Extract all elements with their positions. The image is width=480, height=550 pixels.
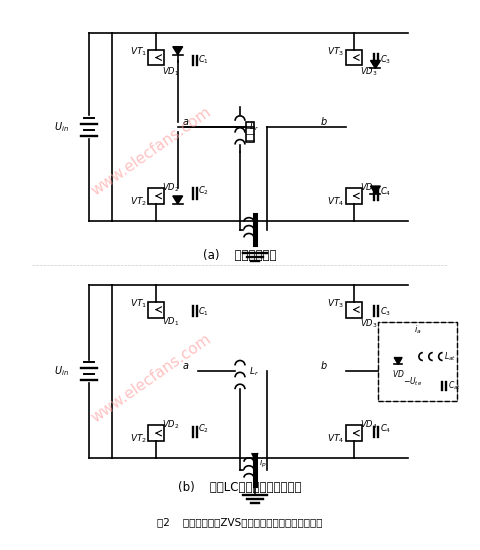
Text: $C_4$: $C_4$: [380, 186, 391, 198]
Bar: [148, 188, 164, 204]
Bar: [148, 302, 164, 317]
Text: $VD$: $VD$: [392, 368, 405, 379]
Text: a: a: [182, 117, 189, 127]
Text: $L_r$: $L_r$: [249, 365, 259, 378]
Bar: [378, 322, 457, 401]
Bar: [378, 322, 457, 401]
Text: $VT_3$: $VT_3$: [327, 298, 345, 310]
Text: $C_3$: $C_3$: [380, 53, 391, 66]
Text: $VT_4$: $VT_4$: [327, 433, 345, 446]
Text: 图2    滞后桥臂实现ZVS、减少副边占空比的辅助网络: 图2 滞后桥臂实现ZVS、减少副边占空比的辅助网络: [157, 517, 323, 527]
Text: b: b: [321, 117, 327, 127]
Text: $C_{at}$: $C_{at}$: [448, 380, 461, 393]
Text: $-U_{te}$: $-U_{te}$: [403, 375, 422, 388]
Text: $VD_1$: $VD_1$: [162, 65, 179, 78]
Text: $VT_1$: $VT_1$: [130, 298, 147, 310]
Bar: [346, 50, 361, 65]
Polygon shape: [394, 358, 402, 365]
Bar: [148, 50, 164, 65]
Bar: [148, 425, 164, 441]
Text: b: b: [321, 361, 327, 371]
Text: $VT_4$: $VT_4$: [327, 196, 345, 208]
Text: $C_2$: $C_2$: [198, 423, 209, 436]
Text: $VT_3$: $VT_3$: [327, 45, 345, 58]
Text: $VD_4$: $VD_4$: [360, 419, 377, 432]
Text: $C_3$: $C_3$: [380, 305, 391, 318]
Text: $L_{at}$: $L_{at}$: [444, 350, 456, 363]
Text: $VD_2$: $VD_2$: [162, 182, 179, 194]
Text: $VT_2$: $VT_2$: [130, 196, 147, 208]
Text: $VD_3$: $VD_3$: [360, 65, 377, 78]
Text: (b)    利用LC电路组成的辅助网络: (b) 利用LC电路组成的辅助网络: [178, 481, 302, 494]
Text: www.elecfans.com: www.elecfans.com: [88, 332, 214, 426]
Text: $VT_1$: $VT_1$: [130, 45, 147, 58]
Polygon shape: [371, 60, 380, 68]
Text: $VT_2$: $VT_2$: [130, 433, 147, 446]
Text: www.elecfans.com: www.elecfans.com: [88, 104, 214, 199]
Text: $L_r$: $L_r$: [249, 120, 259, 133]
Bar: [246, 122, 254, 141]
Text: $U_{in}$: $U_{in}$: [54, 365, 69, 378]
Polygon shape: [173, 196, 183, 204]
Text: $i_p$: $i_p$: [259, 457, 266, 470]
Text: $VD_3$: $VD_3$: [360, 317, 377, 329]
Text: $VD_1$: $VD_1$: [162, 315, 179, 328]
Bar: [346, 188, 361, 204]
Text: (a)    利用饱和电感: (a) 利用饱和电感: [203, 249, 277, 262]
Bar: [346, 425, 361, 441]
Text: $i_a$: $i_a$: [414, 323, 422, 336]
Text: $C_4$: $C_4$: [380, 423, 391, 436]
Text: a: a: [182, 361, 189, 371]
Text: $VD_4$: $VD_4$: [360, 182, 377, 194]
Polygon shape: [371, 186, 380, 194]
Text: $U_{in}$: $U_{in}$: [54, 120, 69, 134]
Text: $C_1$: $C_1$: [198, 53, 209, 66]
Bar: [346, 302, 361, 317]
Text: $C_1$: $C_1$: [198, 305, 209, 318]
Text: $VD_2$: $VD_2$: [162, 419, 179, 432]
Polygon shape: [173, 47, 183, 54]
Text: $C_2$: $C_2$: [198, 185, 209, 197]
